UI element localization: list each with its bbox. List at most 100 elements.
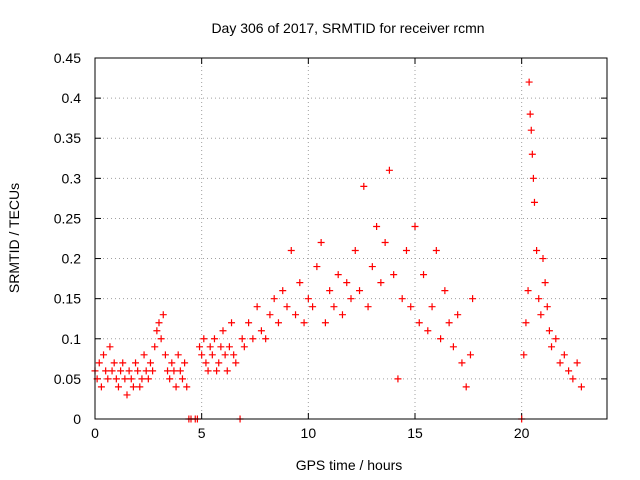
data-point: [95, 359, 103, 367]
data-point: [548, 343, 556, 351]
chart-title: Day 306 of 2017, SRMTID for receiver rcm…: [211, 20, 484, 36]
data-point: [97, 383, 105, 391]
data-point: [100, 351, 108, 359]
data-point: [121, 375, 129, 383]
data-point: [157, 335, 165, 343]
data-point: [539, 255, 547, 263]
x-tick-label: 0: [91, 425, 99, 441]
data-point: [317, 239, 325, 247]
data-point: [202, 359, 210, 367]
data-point: [176, 367, 184, 375]
data-point: [149, 367, 157, 375]
data-point: [573, 359, 581, 367]
data-point: [356, 287, 364, 295]
data-point: [123, 391, 131, 399]
data-point: [161, 351, 169, 359]
y-tick-label: 0.2: [62, 251, 82, 267]
data-point: [304, 295, 312, 303]
data-point: [377, 279, 385, 287]
data-point: [164, 367, 172, 375]
x-tick-label: 10: [301, 425, 317, 441]
data-point: [296, 279, 304, 287]
data-point: [232, 359, 240, 367]
data-point: [138, 375, 146, 383]
data-point: [102, 367, 110, 375]
data-point: [178, 375, 186, 383]
data-point: [262, 335, 270, 343]
data-point: [230, 351, 238, 359]
data-point: [469, 295, 477, 303]
data-point: [432, 247, 440, 255]
data-points: [91, 78, 585, 423]
data-point: [300, 319, 308, 327]
data-point: [338, 311, 346, 319]
data-point: [541, 279, 549, 287]
data-point: [200, 335, 208, 343]
data-point: [527, 126, 535, 134]
data-point: [552, 335, 560, 343]
data-point: [132, 359, 140, 367]
data-point: [287, 247, 295, 255]
data-point: [106, 343, 114, 351]
data-point: [292, 311, 300, 319]
data-point: [274, 319, 282, 327]
data-point: [449, 343, 457, 351]
x-tick-label: 20: [514, 425, 530, 441]
data-point: [217, 343, 225, 351]
data-point: [245, 319, 253, 327]
data-point: [381, 239, 389, 247]
y-tick-label: 0.4: [62, 90, 82, 106]
data-point: [373, 222, 381, 230]
data-point: [210, 335, 218, 343]
data-point: [368, 263, 376, 271]
data-point: [528, 150, 536, 158]
data-point: [441, 287, 449, 295]
y-tick-label: 0.45: [54, 50, 81, 66]
data-point: [183, 383, 191, 391]
data-point: [454, 311, 462, 319]
data-point: [213, 367, 221, 375]
data-point: [238, 335, 246, 343]
data-point: [142, 367, 150, 375]
data-point: [221, 351, 229, 359]
data-point: [104, 375, 112, 383]
data-point: [529, 174, 537, 182]
data-point: [204, 367, 212, 375]
data-point: [533, 247, 541, 255]
y-tick-label: 0.35: [54, 130, 81, 146]
data-point: [462, 383, 470, 391]
x-tick-label: 15: [407, 425, 423, 441]
data-point: [415, 319, 423, 327]
data-point: [153, 327, 161, 335]
data-point: [279, 287, 287, 295]
data-point: [364, 303, 372, 311]
data-point: [343, 279, 351, 287]
data-point: [537, 311, 545, 319]
y-tick-label: 0.25: [54, 210, 81, 226]
data-point: [420, 271, 428, 279]
data-point: [334, 271, 342, 279]
data-point: [196, 343, 204, 351]
data-point: [181, 359, 189, 367]
data-point: [174, 351, 182, 359]
data-point: [127, 375, 135, 383]
data-point: [228, 319, 236, 327]
data-point: [108, 367, 116, 375]
data-point: [134, 367, 142, 375]
data-point: [219, 327, 227, 335]
data-point: [330, 303, 338, 311]
data-point: [530, 198, 538, 206]
data-point: [428, 303, 436, 311]
data-point: [170, 367, 178, 375]
data-point: [240, 343, 248, 351]
data-point: [407, 303, 415, 311]
data-point: [144, 375, 152, 383]
y-tick-label: 0: [73, 411, 81, 427]
data-point: [206, 343, 214, 351]
data-point: [168, 359, 176, 367]
data-point: [283, 303, 291, 311]
data-point: [313, 263, 321, 271]
data-point: [309, 303, 317, 311]
data-point: [125, 367, 133, 375]
data-point: [545, 327, 553, 335]
